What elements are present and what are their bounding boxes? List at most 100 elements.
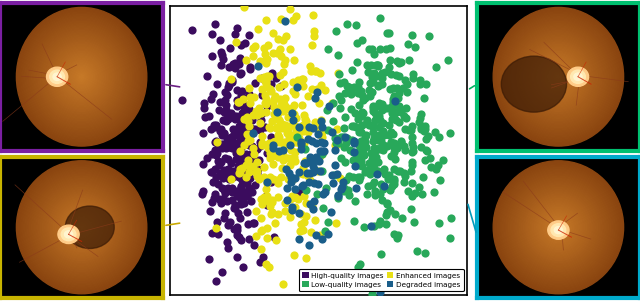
Circle shape	[65, 231, 72, 238]
Point	[257, 134, 268, 139]
Point	[403, 128, 413, 132]
Point	[326, 209, 337, 214]
Point	[365, 224, 376, 228]
Point	[374, 46, 385, 51]
Point	[253, 166, 263, 171]
Point	[250, 44, 260, 49]
Point	[270, 111, 280, 116]
Point	[246, 157, 257, 162]
Point	[445, 236, 455, 240]
Point	[310, 69, 320, 73]
Point	[267, 118, 277, 123]
Point	[373, 159, 383, 164]
Point	[220, 210, 230, 215]
Point	[228, 131, 239, 136]
Point	[248, 114, 259, 119]
Point	[225, 176, 236, 181]
Ellipse shape	[67, 212, 97, 243]
Point	[378, 142, 388, 147]
Point	[374, 147, 385, 151]
Ellipse shape	[47, 192, 116, 263]
Ellipse shape	[28, 19, 136, 135]
Ellipse shape	[495, 10, 621, 144]
Ellipse shape	[543, 61, 573, 93]
Point	[259, 75, 269, 80]
Point	[213, 159, 223, 164]
Ellipse shape	[493, 161, 623, 294]
Point	[225, 45, 236, 50]
Point	[230, 66, 240, 71]
Point	[287, 205, 297, 210]
Point	[446, 216, 456, 220]
Ellipse shape	[64, 209, 99, 245]
Point	[356, 148, 367, 153]
Point	[269, 148, 280, 153]
Ellipse shape	[534, 51, 582, 102]
Ellipse shape	[29, 21, 134, 132]
Point	[362, 121, 372, 126]
Point	[205, 126, 216, 131]
Point	[426, 164, 436, 169]
Point	[298, 129, 308, 133]
Point	[235, 55, 245, 60]
Point	[232, 87, 243, 92]
Point	[273, 133, 283, 138]
Point	[340, 159, 350, 164]
Point	[234, 140, 244, 145]
Point	[385, 187, 396, 192]
Point	[319, 190, 330, 195]
Ellipse shape	[42, 35, 121, 118]
Point	[381, 106, 391, 110]
Point	[323, 219, 333, 224]
Ellipse shape	[31, 176, 132, 278]
Point	[313, 168, 323, 173]
Point	[309, 218, 319, 222]
Point	[388, 131, 398, 136]
Point	[222, 93, 232, 98]
Point	[371, 189, 381, 194]
Circle shape	[53, 73, 61, 80]
Point	[303, 173, 313, 178]
Point	[374, 82, 384, 87]
Point	[250, 208, 260, 213]
Point	[284, 141, 294, 146]
Point	[271, 75, 282, 80]
Point	[222, 240, 232, 245]
Point	[327, 173, 337, 178]
Point	[298, 172, 308, 177]
Ellipse shape	[28, 172, 136, 283]
Ellipse shape	[508, 176, 609, 278]
Point	[287, 110, 298, 115]
Point	[248, 242, 259, 247]
Point	[259, 45, 269, 50]
Point	[298, 228, 308, 233]
Point	[198, 188, 208, 193]
Point	[222, 173, 232, 178]
Point	[211, 152, 221, 157]
Ellipse shape	[77, 223, 86, 232]
Point	[232, 148, 242, 153]
Point	[236, 128, 246, 132]
Point	[289, 58, 300, 63]
Point	[266, 135, 276, 139]
Point	[250, 112, 260, 117]
Point	[407, 135, 417, 140]
Point	[226, 172, 236, 177]
Point	[239, 116, 250, 121]
Point	[281, 166, 291, 171]
Point	[255, 259, 266, 264]
Point	[392, 85, 402, 90]
Point	[310, 95, 321, 100]
Point	[223, 115, 233, 120]
Point	[223, 246, 234, 251]
Point	[354, 130, 364, 135]
Point	[312, 124, 323, 129]
Point	[244, 92, 255, 96]
Point	[244, 134, 254, 139]
Point	[285, 147, 296, 152]
Point	[241, 151, 251, 156]
Point	[269, 97, 279, 101]
Point	[224, 81, 234, 85]
Point	[400, 173, 410, 178]
Point	[261, 186, 271, 191]
